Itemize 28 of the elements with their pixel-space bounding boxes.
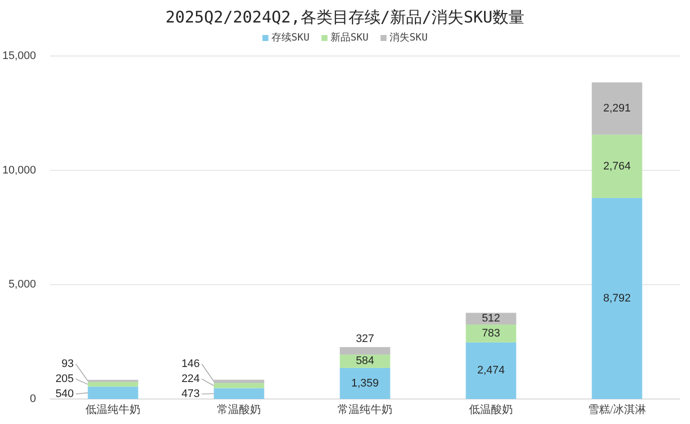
- data-label: 584: [356, 355, 374, 368]
- legend-label: 存续SKU: [271, 32, 310, 44]
- chart-title: 2025Q2/2024Q2,各类目存续/新品/消失SKU数量: [165, 8, 525, 26]
- y-tick-label: 15,000: [2, 50, 36, 62]
- x-tick-label: 雪糕/冰淇淋: [588, 403, 646, 416]
- data-label: 512: [482, 312, 500, 325]
- legend-label: 新品SKU: [330, 32, 369, 44]
- data-label: 783: [482, 327, 500, 340]
- data-label: 224: [181, 373, 200, 385]
- y-tick-label: 0: [30, 393, 36, 405]
- data-label: 2,291: [603, 102, 631, 115]
- data-label: 2,764: [603, 160, 631, 172]
- data-label: 540: [55, 388, 74, 400]
- legend-label: 消失SKU: [390, 32, 428, 44]
- data-label: 205: [55, 373, 74, 385]
- data-label: 146: [181, 358, 200, 370]
- x-tick-label: 低温纯牛奶: [86, 403, 140, 416]
- data-label: 2,474: [477, 364, 505, 377]
- data-label: 473: [181, 388, 200, 400]
- x-tick-label: 常温纯牛奶: [338, 403, 392, 416]
- data-label: 93: [62, 358, 74, 370]
- x-tick-label: 低温酸奶: [469, 404, 513, 416]
- y-tick-label: 5,000: [8, 278, 36, 291]
- x-tick-label: 常温酸奶: [217, 403, 261, 416]
- data-label: 1,359: [351, 377, 379, 390]
- data-label: 327: [356, 333, 374, 346]
- y-tick-label: 10,000: [2, 164, 36, 176]
- data-label: 8,792: [603, 292, 631, 304]
